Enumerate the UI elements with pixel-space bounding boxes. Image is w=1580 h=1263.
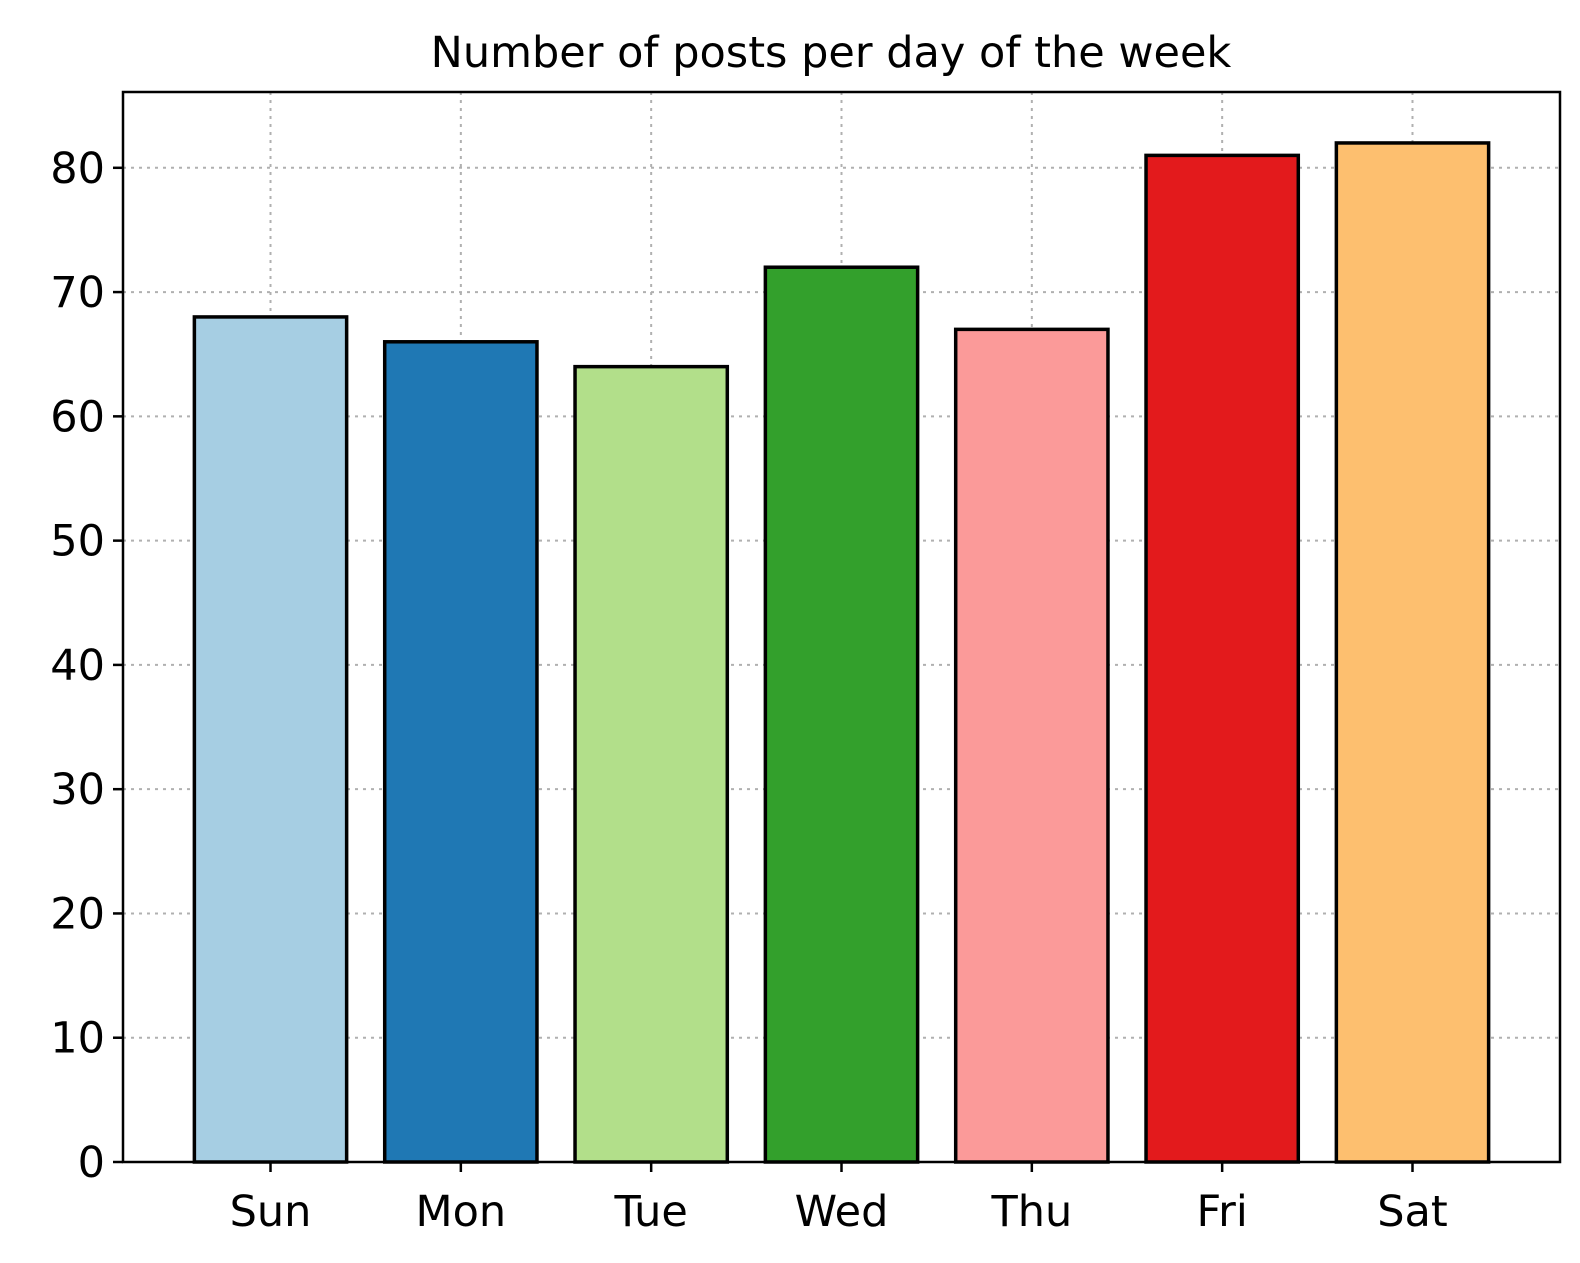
- y-tick-label-70: 70: [50, 268, 105, 318]
- x-tick-label-wed: Wed: [795, 1187, 889, 1237]
- bar-wed: [763, 265, 920, 1164]
- bar-tue: [573, 364, 730, 1164]
- bars: [192, 141, 1491, 1164]
- y-axis: 0 10 20 30 40 50 60 70 80: [50, 144, 123, 1188]
- y-tick-label-30: 30: [50, 765, 105, 815]
- bar-fri: [1144, 153, 1301, 1164]
- chart-title: Number of posts per day of the week: [431, 28, 1232, 78]
- y-tick-label-0: 0: [78, 1138, 105, 1188]
- y-tick-label-50: 50: [50, 517, 105, 567]
- bar-sat: [1334, 141, 1491, 1164]
- x-tick-label-sun: Sun: [230, 1187, 312, 1237]
- y-tick-label-80: 80: [50, 144, 105, 194]
- x-tick-label-tue: Tue: [613, 1187, 687, 1237]
- x-tick-label-fri: Fri: [1197, 1187, 1248, 1237]
- bar-thu: [953, 327, 1110, 1164]
- x-axis: Sun Mon Tue Wed Thu Fri Sat: [230, 1162, 1448, 1237]
- y-tick-label-60: 60: [50, 392, 105, 442]
- y-tick-label-40: 40: [50, 641, 105, 691]
- y-tick-label-20: 20: [50, 889, 105, 939]
- bar-sun: [192, 315, 349, 1164]
- x-tick-label-thu: Thu: [990, 1187, 1072, 1237]
- bar-mon: [382, 340, 539, 1164]
- x-tick-label-sat: Sat: [1377, 1187, 1448, 1237]
- x-tick-label-mon: Mon: [416, 1187, 507, 1237]
- y-tick-label-10: 10: [50, 1014, 105, 1064]
